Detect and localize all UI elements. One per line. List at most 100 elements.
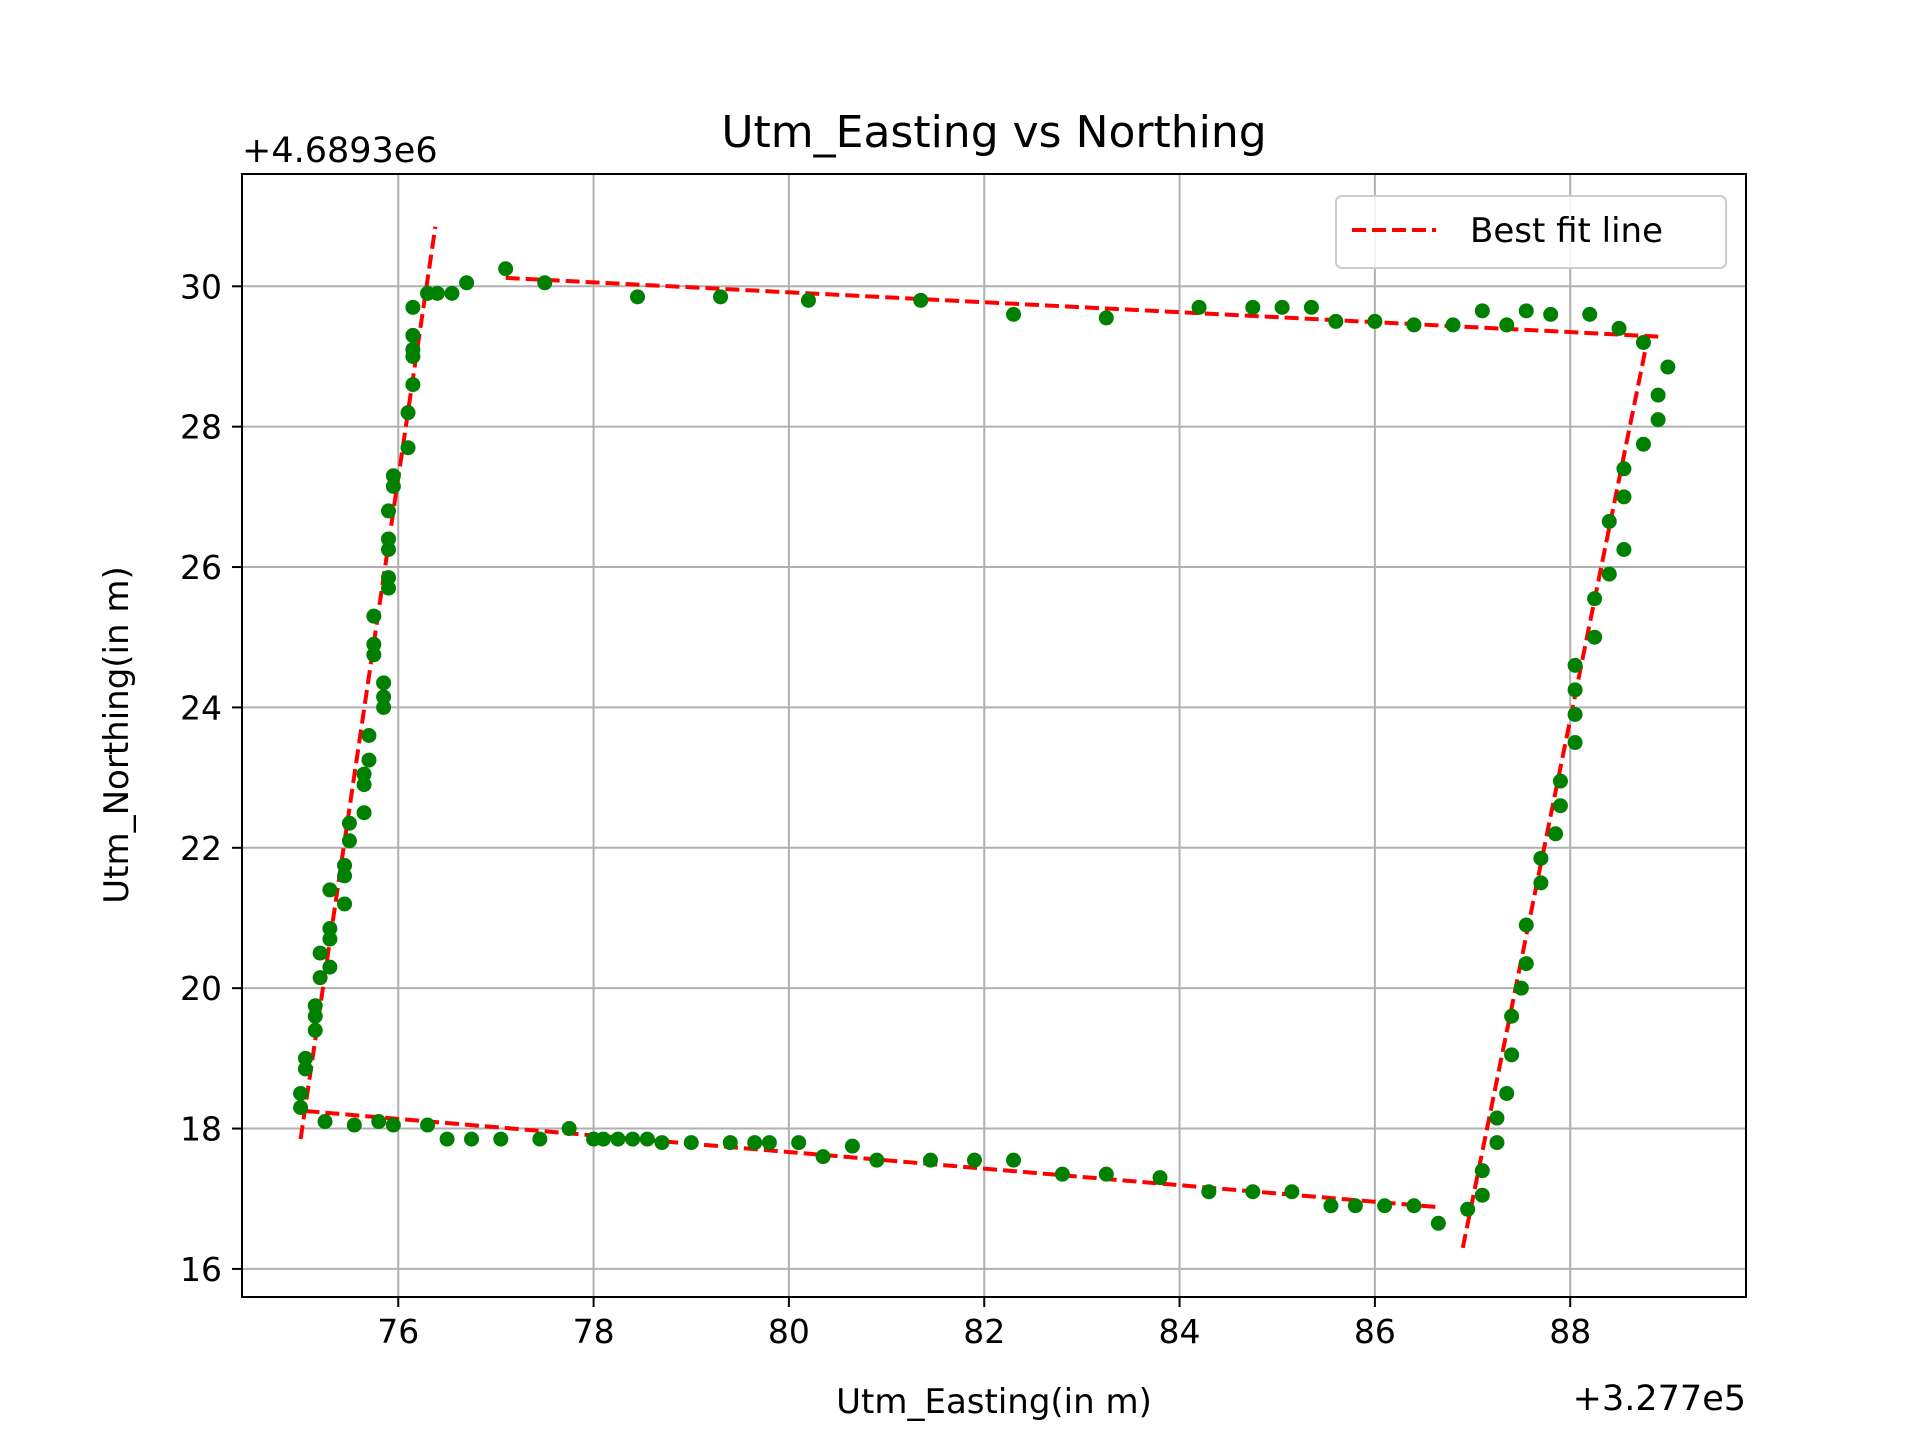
data-point [1616,489,1632,505]
data-point [361,752,377,768]
data-point [1347,1198,1363,1214]
y-tick-label: 18 [180,1110,222,1149]
data-point [1430,1215,1446,1231]
data-point [966,1152,982,1168]
data-point [1635,334,1651,350]
data-point [1533,850,1549,866]
y-tick-label: 24 [180,688,222,727]
data-point [1601,513,1617,529]
data-point [385,478,401,494]
data-point [1098,310,1114,326]
data-point [683,1135,699,1151]
data-point [293,1099,309,1115]
x-tick-label: 88 [1549,1312,1591,1351]
data-point [586,1131,602,1147]
x-tick-label: 78 [573,1312,615,1351]
data-point [498,261,514,277]
data-point [1567,657,1583,673]
data-point [429,285,445,301]
data-point [1552,773,1568,789]
data-point [1054,1166,1070,1182]
data-point [1660,359,1676,375]
y-tick-label: 28 [180,408,222,447]
legend-label: Best fit line [1470,211,1663,251]
data-point [337,896,353,912]
data-point [366,647,382,663]
data-point [439,1131,455,1147]
data-point [1474,1163,1490,1179]
data-point [346,1117,362,1133]
data-point [376,675,392,691]
data-point [1499,317,1515,333]
x-tick-label: 80 [768,1312,810,1351]
data-point [532,1131,548,1147]
fit-lines [298,226,1664,1249]
data-point [1152,1170,1168,1186]
data-point [312,945,328,961]
data-point [312,970,328,986]
data-point [1601,566,1617,582]
x-tick-label: 82 [963,1312,1005,1351]
data-point [385,1117,401,1133]
x-offset-label: +3.277e5 [1573,1379,1746,1419]
data-point [800,292,816,308]
grid-lines [242,174,1746,1297]
data-point [1616,461,1632,477]
data-point [307,1008,323,1024]
data-point [1245,1184,1261,1200]
data-point [1587,629,1603,645]
y-tick-label: 16 [180,1250,222,1289]
data-point [1274,299,1290,315]
data-point [376,689,392,705]
data-point [654,1135,670,1151]
data-point [815,1149,831,1165]
data-point [1504,1008,1520,1024]
data-point [371,1114,387,1130]
data-point [1567,706,1583,722]
data-point [1518,917,1534,933]
data-point [380,503,396,519]
plot-frame [241,173,1747,1298]
y-ticks: 16 18 20 22 24 26 28 30 [180,267,242,1289]
data-point [322,959,338,975]
data-point [923,1152,939,1168]
data-point [1499,1085,1515,1101]
data-point [625,1131,641,1147]
data-point [1504,1047,1520,1063]
data-point [307,1022,323,1038]
data-point [1460,1201,1476,1217]
data-point [420,1117,436,1133]
data-point [1474,303,1490,319]
data-point [361,728,377,743]
data-point [537,275,553,291]
data-point [405,377,421,393]
data-point [1611,320,1627,336]
data-point [293,1085,309,1101]
data-point [1284,1184,1300,1200]
data-point [385,468,401,484]
data-point [356,777,372,793]
data-point [341,815,357,831]
data-point [1098,1166,1114,1182]
best-fit-line-segment [1460,335,1651,1249]
legend: Best fit line [1335,195,1727,269]
data-point [761,1135,777,1151]
data-point [493,1131,509,1147]
data-point [1474,1187,1490,1203]
data-point [1323,1198,1339,1214]
data-point [380,531,396,547]
data-point [376,699,392,715]
data-point [1518,956,1534,972]
data-point [1191,299,1207,315]
data-point [1552,798,1568,814]
data-point [1616,542,1632,558]
data-point [1582,306,1598,322]
data-point [913,292,929,308]
data-point [337,868,353,884]
data-points [293,261,1676,1231]
data-point [322,921,338,937]
chart-title: Utm_Easting vs Northing [721,107,1266,158]
data-point [380,542,396,558]
data-point [1635,436,1651,452]
data-point [1377,1198,1393,1214]
